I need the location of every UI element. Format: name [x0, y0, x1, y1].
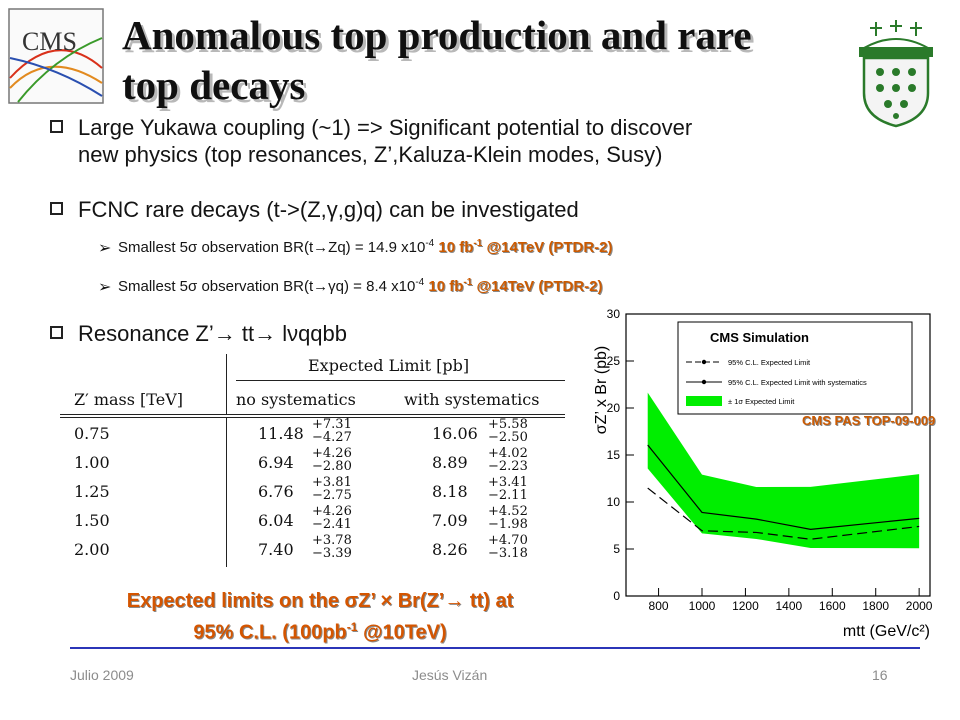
subbullet-zq: Smallest 5σ observation BR(t→Zq) = 14.9 … [118, 238, 613, 256]
checkbox-bullet-icon [50, 326, 63, 344]
cell-sys-err-up: +4.52 [488, 504, 528, 519]
cell-nosys-err-down: −2.80 [312, 459, 352, 474]
cell-mass: 0.75 [74, 424, 110, 443]
cell-nosys-value: 6.94 [258, 453, 294, 472]
cell-mass: 1.50 [74, 511, 110, 530]
bullet-yukawa-line1: Large Yukawa coupling (~1) => Significan… [78, 115, 693, 140]
arrow-bullet-icon: ➢ [98, 279, 112, 296]
caption-line2: 95% C.L. (100pb-1 @10TeV) [193, 620, 447, 644]
cell-nosys-value: 7.40 [258, 540, 294, 559]
bullet-yukawa-line2: new physics (top resonances, Z’,Kaluza-K… [78, 142, 663, 167]
cell-nosys-err-up: +4.26 [312, 504, 352, 519]
cell-nosys-value: 6.76 [258, 482, 294, 501]
band-1sigma [647, 392, 920, 549]
limit-plot: 0 5 10 15 20 25 30 800 1000 1200 1400 1600 1800 2000 C… [590, 300, 960, 660]
cell-sys-err-up: +4.70 [488, 533, 528, 548]
university-crest-logo [846, 18, 946, 128]
y-tick-label: 25 [607, 354, 621, 368]
x-tick-label: 1800 [862, 599, 889, 613]
table-rule [60, 417, 565, 418]
legend-marker [701, 359, 707, 365]
footer-page-number: 16 [872, 667, 888, 683]
svg-text:CMS: CMS [22, 27, 77, 56]
slide-title: Anomalous top production and rare top de… [122, 12, 752, 108]
cell-sys-err-down: −2.11 [488, 488, 528, 503]
cell-sys-err-down: −3.18 [488, 546, 528, 561]
cell-sys-err-up: +4.02 [488, 446, 528, 461]
x-tick-label: 1400 [776, 599, 803, 613]
table-divider [226, 354, 227, 380]
y-tick-label: 15 [607, 448, 621, 462]
cell-sys-err-up: +3.41 [488, 475, 528, 490]
x-tick-label: 1200 [732, 599, 759, 613]
bullet-resonance: Resonance Z’→ tt→ lνqqbb [78, 321, 348, 346]
caption-line1: Expected limits on the σZ’ × Br(Z’→ tt) … [126, 590, 514, 612]
cell-sys-value: 8.89 [432, 453, 468, 472]
cell-mass: 1.25 [74, 482, 110, 501]
limits-table: Expected Limit [pb] Z′ mass [TeV] no sys… [60, 350, 565, 572]
cell-mass: 1.00 [74, 453, 110, 472]
y-tick-label: 10 [607, 495, 621, 509]
subbullet-gammaq: Smallest 5σ observation BR(t→γq) = 8.4 x… [118, 277, 603, 295]
footer-author: Jesús Vizán [412, 667, 488, 683]
table-rule [236, 380, 565, 381]
cell-nosys-err-up: +3.78 [312, 533, 352, 548]
x-tick-label: 1600 [819, 599, 846, 613]
cell-nosys-err-down: −2.41 [312, 517, 352, 532]
plot-title: CMS Simulation [710, 330, 809, 345]
col-header-sys: with systematics [404, 390, 540, 409]
y-tick-label: 0 [613, 589, 620, 603]
y-axis-label: σZ’ x Br (pb) [593, 346, 610, 434]
x-axis-label: mtt (GeV/c²) [843, 623, 930, 640]
x-tick-label: 1000 [689, 599, 716, 613]
series-expected-limit-line [647, 487, 920, 540]
x-tick-label: 2000 [906, 599, 933, 613]
table-group-header: Expected Limit [pb] [308, 356, 470, 375]
cell-nosys-value: 11.48 [258, 424, 304, 443]
arrow-bullet-icon: ➢ [98, 240, 112, 257]
cell-nosys-err-down: −2.75 [312, 488, 352, 503]
cell-sys-err-down: −1.98 [488, 517, 528, 532]
col-header-mass: Z′ mass [TeV] [74, 390, 183, 409]
series-expected-limit-syst-line [647, 444, 920, 530]
checkbox-bullet-icon [50, 202, 63, 220]
legend-swatch-band [686, 396, 722, 406]
bullet-yukawa: Large Yukawa coupling (~1) => Significan… [78, 114, 692, 168]
checkbox-bullet-icon [50, 120, 63, 138]
footer-date: Julio 2009 [70, 667, 134, 683]
cell-sys-value: 8.18 [432, 482, 468, 501]
x-tick-label: 800 [649, 599, 669, 613]
cell-nosys-err-up: +4.26 [312, 446, 352, 461]
cell-sys-value: 7.09 [432, 511, 468, 530]
cell-nosys-err-down: −4.27 [312, 430, 352, 445]
limit-plot-svg: 0 5 10 15 20 25 30 800 1000 1200 1400 1600 1800 2000 C… [593, 307, 935, 640]
table-divider [226, 417, 227, 567]
table-rule [60, 414, 565, 415]
footer-line [70, 647, 920, 649]
plot-annotation: CMS PAS TOP-09-009 [802, 413, 935, 428]
legend-marker [701, 379, 707, 385]
y-tick-label: 20 [607, 401, 621, 415]
y-tick-label: 30 [607, 307, 621, 321]
legend-label: 95% C.L. Expected Limit with systematics [728, 378, 867, 387]
table-caption: Expected limits on the σZ’ × Br(Z’→ tt) … [40, 588, 600, 646]
col-header-nosys: no systematics [236, 390, 356, 409]
cell-sys-err-down: −2.23 [488, 459, 528, 474]
cell-mass: 2.00 [74, 540, 110, 559]
cell-sys-value: 8.26 [432, 540, 468, 559]
cell-nosys-err-down: −3.39 [312, 546, 352, 561]
cell-sys-err-down: −2.50 [488, 430, 528, 445]
y-tick-label: 5 [613, 542, 620, 556]
cell-sys-err-up: +5.58 [488, 417, 528, 432]
cell-nosys-err-up: +7.31 [312, 417, 352, 432]
cell-nosys-value: 6.04 [258, 511, 294, 530]
table-divider [226, 380, 227, 414]
cell-sys-value: 16.06 [432, 424, 478, 443]
bullet-fcnc: FCNC rare decays (t->(Z,γ,g)q) can be in… [78, 197, 579, 222]
legend-label: 95% C.L. Expected Limit [728, 358, 811, 367]
cms-logo: CMS [8, 8, 104, 104]
legend-label: ± 1σ Expected Limit [728, 397, 795, 406]
cell-nosys-err-up: +3.81 [312, 475, 352, 490]
